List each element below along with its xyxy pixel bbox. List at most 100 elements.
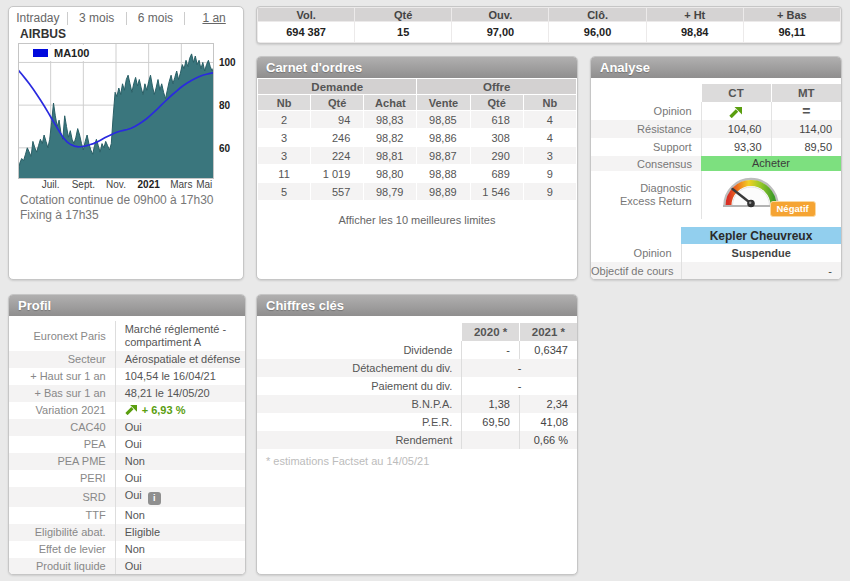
profil-label: Eligibilité abat. xyxy=(9,524,115,541)
profil-label: Variation 2021 xyxy=(9,402,115,419)
profil-value: 104,54 le 16/04/21 xyxy=(115,368,245,385)
tab-label: Intraday xyxy=(16,11,59,25)
order-book-cell: 98,85 xyxy=(417,111,469,128)
profil-value-text: Eligible xyxy=(125,526,160,538)
profil-value-text: Non xyxy=(125,509,145,521)
profil-value-text: 104,54 le 16/04/21 xyxy=(125,370,216,382)
quote-header-cell: Clô. xyxy=(549,8,645,21)
chart-svg xyxy=(18,43,214,179)
order-book-col-header: Nb xyxy=(258,95,310,110)
tab-3-mois[interactable]: 3 mois xyxy=(68,12,127,25)
chart-y-tick: 80 xyxy=(219,100,230,111)
profil-value-text: Oui xyxy=(125,438,142,450)
chart-x-label: Juil. xyxy=(42,179,60,190)
quote-header-cell: Vol. xyxy=(258,8,354,21)
tab-label: 1 an xyxy=(202,11,225,25)
order-book-col-header: Qté xyxy=(311,95,363,110)
analyse-col-ct: CT xyxy=(701,84,771,102)
chart-legend: MA100 xyxy=(27,45,96,61)
profil-value-text: Oui xyxy=(125,472,142,484)
profil-value-text: Marché réglementé - compartiment A xyxy=(125,323,227,348)
profil-label: SRD xyxy=(9,487,115,507)
order-book-cell: 11 xyxy=(258,165,310,182)
order-book-cell: 1 546 xyxy=(471,183,523,200)
key-figures-panel: Chiffres clés 2020 * 2021 * Dividende - … xyxy=(256,294,578,575)
order-book-body: 29498,8398,856184324698,8298,86308432249… xyxy=(258,111,576,200)
profil-value: Eligible xyxy=(115,524,245,541)
instrument-name: AIRBUS xyxy=(9,27,243,40)
order-book-col-header: Vente xyxy=(417,95,469,110)
chart-panel: Intraday3 mois6 mois1 an AIRBUS MA100 10… xyxy=(8,6,244,280)
info-icon[interactable]: i xyxy=(148,492,161,505)
profil-value: 48,21 le 14/05/20 xyxy=(115,385,245,402)
profil-row: CAC40Oui xyxy=(9,419,245,436)
profil-row: PEA Oui xyxy=(9,436,245,453)
order-book-cell: 290 xyxy=(471,147,523,164)
quote-value-cell: 694 387 xyxy=(258,22,354,42)
order-book-cell: 98,89 xyxy=(417,183,469,200)
order-book-cell: 9 xyxy=(524,165,576,182)
order-book-cell: 224 xyxy=(311,147,363,164)
quote-header-cell: Ouv. xyxy=(452,8,548,21)
key-figures-title: Chiffres clés xyxy=(257,295,577,316)
tab-intraday[interactable]: Intraday xyxy=(9,12,68,25)
profil-row: Produit liquideOui xyxy=(9,558,245,575)
order-book-cell: 98,81 xyxy=(364,147,416,164)
note-line: Cotation continue de 09h00 à 17h30 xyxy=(20,193,243,208)
tab-1-an[interactable]: 1 an xyxy=(185,12,243,25)
profil-label: PEA PME xyxy=(9,453,115,470)
up-arrow-icon xyxy=(125,404,138,415)
profil-label: PEA xyxy=(9,436,115,453)
row-label: Dividende xyxy=(257,341,462,359)
profil-row: TTFNon xyxy=(9,507,245,524)
detachement-value: - xyxy=(462,359,577,377)
profil-row: PERIOui xyxy=(9,470,245,487)
analyse-title: Analyse xyxy=(591,57,841,78)
col-2021: 2021 * xyxy=(519,323,577,341)
broker-target-label: Objectif de cours xyxy=(591,262,681,279)
row-label: Paiement du div. xyxy=(257,377,462,395)
quote-header-cell: + Bas xyxy=(744,8,840,21)
show-more-limits-link[interactable]: Afficher les 10 meilleures limites xyxy=(257,214,577,226)
profil-value-text: 48,21 le 14/05/20 xyxy=(125,387,210,399)
order-book-cell: 94 xyxy=(311,111,363,128)
support-ct: 93,30 xyxy=(701,138,771,156)
broker-target-value: - xyxy=(681,262,841,279)
order-book-group-demande: Demande xyxy=(258,79,416,94)
profil-value: Oui xyxy=(115,436,245,453)
legend-color-swatch xyxy=(33,49,48,57)
order-book-cell: 9 xyxy=(524,183,576,200)
quote-header-cell: Qté xyxy=(355,8,451,21)
order-book-cell: 3 xyxy=(258,147,310,164)
quote-header-cell: + Ht xyxy=(647,8,743,21)
support-mt: 89,50 xyxy=(771,138,841,156)
rendement-2020 xyxy=(462,431,520,449)
profil-value-text: Non xyxy=(125,455,145,467)
row-label: B.N.P.A. xyxy=(257,395,462,413)
chart-x-label: Nov. xyxy=(106,179,126,190)
estimations-footnote: * estimations Factset au 14/05/21 xyxy=(266,455,577,467)
quote-value-row: 694 3871597,0096,0098,8496,11 xyxy=(258,22,840,42)
dividende-2020: - xyxy=(462,341,520,359)
profil-panel: Profil Euronext ParisMarché réglementé -… xyxy=(8,294,246,575)
tab-6-mois[interactable]: 6 mois xyxy=(127,12,186,25)
profil-body: Euronext Paris Marché réglementé - compar… xyxy=(9,321,245,575)
rendement-2021: 0,66 % xyxy=(519,431,577,449)
diagnostic-badge: Négatif xyxy=(770,201,816,217)
variation-value: + 6,93 % xyxy=(142,404,186,416)
order-book-title: Carnet d'ordres xyxy=(257,57,577,78)
profil-value-text: Oui xyxy=(125,489,142,501)
note-line: Fixing à 17h35 xyxy=(20,208,243,223)
consensus-label: Consensus xyxy=(591,156,701,171)
broker-opinion-label: Opinion xyxy=(591,244,681,262)
tab-label: 3 mois xyxy=(79,11,114,25)
order-book-cell: 98,82 xyxy=(364,129,416,146)
profil-value: Non xyxy=(115,453,245,470)
bnpa-2021: 2,34 xyxy=(519,395,577,413)
profil-label: Euronext Paris xyxy=(9,321,115,351)
profil-value-text: Non xyxy=(125,543,145,555)
order-book-cell: 4 xyxy=(524,129,576,146)
diagnostic-label: DiagnosticExcess Return xyxy=(591,171,701,219)
profil-row: Variation 2021 + 6,93 % xyxy=(9,402,245,419)
profil-row: SecteurAérospatiale et défense xyxy=(9,351,245,368)
